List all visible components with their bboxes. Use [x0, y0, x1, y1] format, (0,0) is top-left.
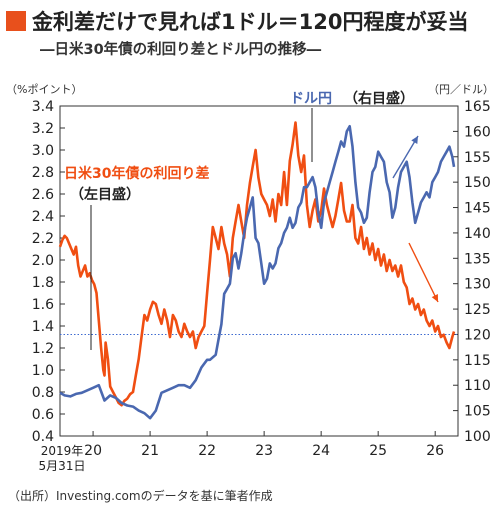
- left-tick-label: 2.0: [32, 253, 54, 269]
- right-tick-label: 130: [464, 277, 491, 293]
- series-label-usdjpy: ドル円: [290, 91, 332, 107]
- left-tick-label: 0.8: [32, 385, 54, 401]
- x-start-date-label: 5月31日: [39, 459, 86, 473]
- title-marker-square: [6, 11, 26, 31]
- x-tick-label: 23: [255, 443, 273, 459]
- right-tick-label: 105: [464, 404, 491, 420]
- series-note-right-axis: （右目盛）: [344, 90, 414, 107]
- chart-subtitle: ―日米30年債の利回り差とドル円の推移―: [40, 42, 322, 58]
- title-row: 金利差だけで見れば1ドル＝120円程度が妥当: [6, 6, 468, 36]
- x-tick-label: 22: [198, 443, 216, 459]
- left-tick-label: 2.6: [32, 187, 54, 203]
- left-tick-label: 2.4: [32, 209, 54, 225]
- plot-frame: [59, 105, 459, 437]
- right-tick-label: 110: [464, 378, 491, 394]
- x-tick-label: 26: [426, 443, 444, 459]
- series-label-yield-spread: 日米30年債の利回り差: [64, 165, 209, 182]
- x-tick-label: 25: [369, 443, 387, 459]
- right-tick-label: 155: [464, 150, 491, 166]
- trend-arrow-yield-spread-head: [431, 294, 438, 302]
- right-tick-label: 120: [464, 327, 491, 343]
- right-tick-label: 160: [464, 124, 491, 140]
- chart-title: 金利差だけで見れば1ドル＝120円程度が妥当: [32, 10, 469, 34]
- trend-arrow-yield-spread-shaft: [408, 242, 439, 303]
- left-tick-label: 0.6: [32, 407, 54, 423]
- right-tick-label: 135: [464, 251, 491, 267]
- right-tick-label: 165: [464, 99, 491, 115]
- left-tick-label: 1.0: [32, 363, 54, 379]
- right-axis-unit: （円／ドル）: [428, 83, 494, 96]
- right-tick-label: 115: [464, 353, 491, 369]
- left-tick-label: 1.2: [32, 341, 54, 357]
- series-line-usdjpy: [59, 125, 456, 420]
- left-tick-label: 2.2: [32, 231, 54, 247]
- trend-arrow-usdjpy-shaft: [392, 135, 419, 179]
- left-tick-label: 2.8: [32, 165, 54, 181]
- right-tick-label: 100: [464, 429, 491, 445]
- right-tick-label: 150: [464, 175, 491, 191]
- left-axis-unit: （%ポイント）: [6, 83, 82, 96]
- right-tick-label: 145: [464, 201, 491, 217]
- series-note-left-axis: （左目盛）: [70, 186, 140, 203]
- series-line-yield-spread: [58, 121, 456, 407]
- left-tick-label: 3.2: [32, 121, 54, 137]
- x-start-year-label: 2019年: [41, 444, 84, 458]
- x-tick-label: 24: [312, 443, 330, 459]
- left-tick-label: 0.4: [32, 429, 54, 445]
- x-tick-label: 21: [141, 443, 159, 459]
- left-tick-label: 1.4: [32, 319, 54, 335]
- trend-arrow-usdjpy-head: [411, 136, 418, 144]
- right-tick-label: 125: [464, 302, 491, 318]
- x-tick-label: 20: [84, 443, 102, 459]
- left-tick-label: 1.8: [32, 275, 54, 291]
- left-tick-label: 3.0: [32, 143, 54, 159]
- left-tick-label: 3.4: [32, 99, 54, 115]
- left-tick-label: 1.6: [32, 297, 54, 313]
- source-note: （出所）Investing.comのデータを基に筆者作成: [8, 489, 273, 503]
- right-tick-label: 140: [464, 226, 491, 242]
